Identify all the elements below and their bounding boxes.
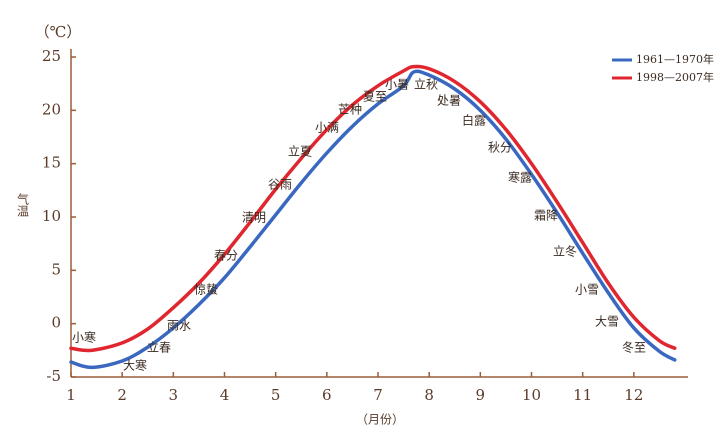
x-tick-label: 8 [424, 386, 434, 404]
solar-term: 大雪 [595, 315, 619, 329]
solar-term: 立夏 [288, 144, 312, 159]
solar-term: 夏至 [363, 90, 387, 104]
y-unit: （℃） [35, 23, 82, 41]
x-tick-label: 6 [322, 386, 332, 404]
y-tick-label: 25 [42, 47, 61, 65]
solar-term: 大寒 [123, 358, 147, 373]
x-tick-label: 9 [476, 386, 486, 404]
x-tick-label: 7 [373, 386, 383, 404]
solar-term: 雨水 [167, 319, 191, 333]
solar-term: 芒种 [338, 102, 362, 117]
y-tick-label: -5 [46, 367, 61, 385]
y-axis-label: 气温 [16, 192, 30, 217]
x-tick-label: 4 [220, 386, 230, 404]
solar-term: 小暑 [385, 78, 409, 92]
solar-term: 立春 [147, 340, 171, 355]
y-tick-label: 20 [42, 100, 61, 118]
x-tick-label: 12 [624, 386, 643, 404]
y-tick-label: 15 [42, 154, 61, 172]
solar-term: 春分 [214, 249, 238, 263]
legend-label: 1961—1970年 [636, 52, 714, 66]
y-tick-label: 10 [42, 207, 61, 225]
y-tick-label: 0 [51, 314, 61, 332]
solar-term: 秋分 [488, 141, 512, 155]
x-axis-label: （月份） [356, 413, 404, 427]
solar-term: 立冬 [553, 244, 577, 259]
solar-term: 寒露 [508, 170, 532, 185]
line [69, 69, 677, 370]
solar-term: 谷雨 [268, 178, 292, 192]
solar-term: 惊蛰 [194, 282, 218, 297]
solar-term: 处暑 [437, 94, 461, 108]
x-tick-label: 2 [117, 386, 127, 404]
solar-term: 白露 [462, 113, 486, 128]
solar-term: 霜降 [534, 209, 558, 223]
x-tick-label: 5 [271, 386, 281, 404]
x-tick-label: 3 [169, 386, 179, 404]
solar-term: 小雪 [575, 283, 599, 297]
solar-term: 立秋 [414, 77, 438, 92]
solar-term: 小满 [315, 121, 339, 135]
x-tick-label: 1 [66, 386, 76, 404]
solar-term: 冬至 [622, 340, 646, 355]
legend-label: 1998—2007年 [636, 70, 714, 84]
x-tick-label: 11 [573, 386, 592, 404]
solar-term: 小寒 [72, 330, 96, 345]
solar-term: 清明 [242, 211, 266, 225]
x-tick-label: 10 [522, 386, 541, 404]
y-tick-label: 5 [51, 260, 61, 278]
line [69, 64, 677, 353]
